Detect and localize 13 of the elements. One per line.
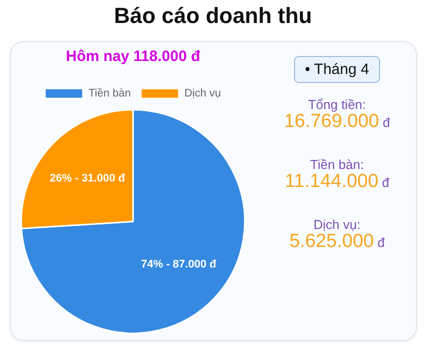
text: 5.625.000 đ: [289, 231, 385, 252]
text: Dịch vụ:: [312, 217, 362, 232]
text: Tiền bàn:: [309, 157, 365, 172]
legend-label: Tiền bàn: [88, 88, 131, 100]
data-label: 74% - 87.000 đ: [141, 258, 216, 270]
chart-subtitle: Hôm nay 118.000 đ: [66, 48, 201, 66]
text: 11.144.000 đ: [284, 171, 390, 192]
text: • Tháng 4: [294, 56, 380, 83]
chart-title: Báo cáo doanh thu: [113, 3, 313, 29]
data-label: 26% - 31.000 đ: [50, 172, 126, 185]
legend-label: Dịch vụ: [184, 88, 222, 100]
text: 16.769.000 đ: [284, 111, 390, 132]
text: Tổng tiền:: [307, 97, 367, 112]
